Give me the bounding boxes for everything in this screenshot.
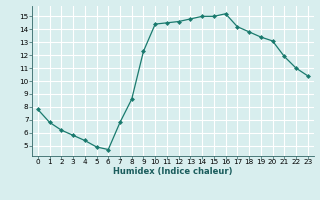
X-axis label: Humidex (Indice chaleur): Humidex (Indice chaleur)	[113, 167, 233, 176]
